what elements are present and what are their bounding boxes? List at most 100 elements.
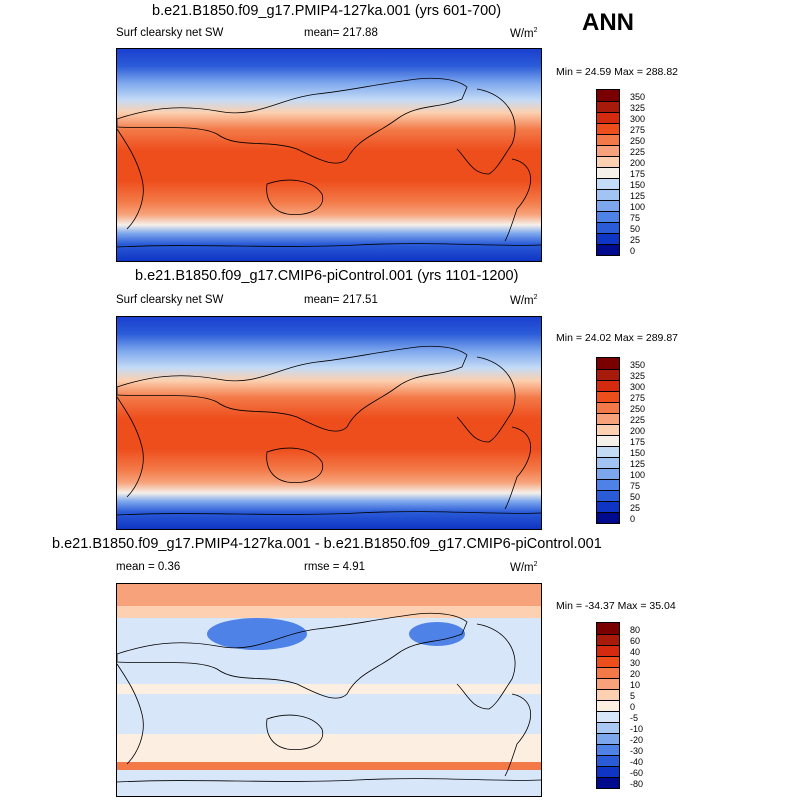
panel-1-title: b.e21.B1850.f09_g17.PMIP4-127ka.001 (yrs… bbox=[152, 3, 502, 19]
panel-3-colorbar-label: 80 bbox=[630, 625, 641, 635]
panel-3-colorbar-label: -5 bbox=[630, 713, 639, 723]
panel-2-colorbar-swatch bbox=[597, 369, 619, 380]
panel-3-title: b.e21.B1850.f09_g17.PMIP4-127ka.001 - b.… bbox=[52, 536, 602, 552]
panel-1-colorbar-swatch bbox=[597, 156, 619, 167]
panel-1-colorbar-label: 150 bbox=[630, 180, 646, 190]
panel-3-colorbar-label: 20 bbox=[630, 669, 641, 679]
panel-1-colorbar-swatch bbox=[597, 145, 619, 156]
panel-1-colorbar-swatch bbox=[597, 101, 619, 112]
panel-1-coast-australia bbox=[266, 179, 324, 216]
panel-3-minmax: Min = -34.37 Max = 35.04 bbox=[556, 600, 676, 612]
panel-2-colorbar-label: 200 bbox=[630, 426, 646, 436]
panel-3-america-anomaly bbox=[409, 622, 465, 646]
panel-2-colorbar-swatch bbox=[597, 479, 619, 490]
panel-2-colorbar-label: 275 bbox=[630, 393, 646, 403]
panel-2-coast-australia bbox=[266, 447, 324, 484]
panel-1-colorbar-swatch bbox=[597, 244, 619, 255]
panel-3-colorbar-swatches bbox=[596, 622, 620, 789]
panel-2-colorbar-label: 175 bbox=[630, 437, 646, 447]
panel-3-colorbar-swatch bbox=[597, 755, 619, 766]
panel-2-variable-label: Surf clearsky net SW bbox=[116, 294, 224, 306]
panel-1-colorbar-swatch bbox=[597, 189, 619, 200]
panel-3-colorbar-swatch bbox=[597, 656, 619, 667]
panel-3-colorbar-swatch bbox=[597, 634, 619, 645]
panel-2-coast-asia bbox=[117, 345, 468, 432]
panel-1-colorbar-swatch bbox=[597, 211, 619, 222]
panel-2-map-svg bbox=[117, 317, 541, 529]
panel-3-arctic-band bbox=[117, 584, 541, 606]
panel-1-map bbox=[116, 48, 542, 262]
panel-3-colorbar-swatch bbox=[597, 689, 619, 700]
panel-1-colorbar-label: 250 bbox=[630, 136, 646, 146]
panel-3-colorbar-label: -80 bbox=[630, 779, 644, 789]
panel-3-colorbar-swatch bbox=[597, 645, 619, 656]
panel-3-colorbar-label: 5 bbox=[630, 691, 636, 701]
panel-1-colorbar-swatches bbox=[596, 89, 620, 256]
panel-2-colorbar-label: 250 bbox=[630, 404, 646, 414]
panel-2-title: b.e21.B1850.f09_g17.CMIP6-piControl.001 … bbox=[135, 268, 519, 284]
panel-1-colorbar-label: 300 bbox=[630, 114, 646, 124]
panel-1-colorbar-label: 200 bbox=[630, 158, 646, 168]
panel-2-mean-label: mean= 217.51 bbox=[304, 294, 378, 306]
panel-1-colorbar-label: 350 bbox=[630, 92, 646, 102]
panel-3-mean-label: mean = 0.36 bbox=[116, 561, 181, 573]
panel-2-colorbar-label: 225 bbox=[630, 415, 646, 425]
panel-2-colorbar-swatch bbox=[597, 501, 619, 512]
panel-2-colorbar-swatch bbox=[597, 446, 619, 457]
panel-1-colorbar-swatch bbox=[597, 123, 619, 134]
panel-3-colorbar-label: -30 bbox=[630, 746, 644, 756]
panel-3-map-svg bbox=[117, 584, 541, 796]
panel-2-colorbar-swatches bbox=[596, 357, 620, 524]
panel-3-colorbar-swatch bbox=[597, 722, 619, 733]
panel-3-colorbar: 80 60 40 30 20 10 5 0 -5 -10 -20 -30 -40 -60 -80 bbox=[596, 622, 643, 789]
panel-3-colorbar-label: 60 bbox=[630, 636, 641, 646]
panel-2-colorbar-label: 0 bbox=[630, 514, 636, 524]
panel-2-units: W/m2 bbox=[510, 294, 538, 307]
panel-2-colorbar: 350 325 300 275 250 225 200 175 150 125 100 75 50 25 0 bbox=[596, 357, 645, 524]
panel-3-colorbar-swatch bbox=[597, 733, 619, 744]
panel-1-colorbar-label: 100 bbox=[630, 202, 646, 212]
panel-3-coast-asia bbox=[117, 612, 468, 699]
panel-2-colorbar-label: 50 bbox=[630, 492, 641, 502]
panel-3-colorbar-swatch bbox=[597, 700, 619, 711]
panel-1-field bbox=[117, 49, 541, 261]
panel-3-coast-africa bbox=[117, 663, 144, 765]
panel-2-colorbar-label: 100 bbox=[630, 470, 646, 480]
panel-2-colorbar-label: 125 bbox=[630, 459, 646, 469]
panel-1-coast-asia bbox=[117, 77, 468, 164]
panel-3-rmse-label: rmse = 4.91 bbox=[304, 561, 366, 573]
panel-1-colorbar-swatch bbox=[597, 222, 619, 233]
panel-2-coast-antarctica bbox=[117, 511, 541, 516]
panel-2-colorbar-label: 325 bbox=[630, 371, 646, 381]
panel-1-colorbar-swatch bbox=[597, 167, 619, 178]
panel-3-coast-australia bbox=[266, 714, 324, 751]
panel-1-colorbar-label: 225 bbox=[630, 147, 646, 157]
panel-3-asia-anomaly bbox=[207, 618, 307, 650]
panel-1-colorbar: 350 325 300 275 250 225 200 175 150 125 100 75 50 25 0 bbox=[596, 89, 645, 256]
panel-2-minmax: Min = 24.02 Max = 289.87 bbox=[556, 332, 678, 344]
panel-1-colorbar-swatch bbox=[597, 233, 619, 244]
panel-2-colorbar-swatch bbox=[597, 413, 619, 424]
panel-3-colorbar-swatch bbox=[597, 678, 619, 689]
panel-2-colorbar-swatch bbox=[597, 358, 619, 369]
panel-2-colorbar-swatch bbox=[597, 512, 619, 523]
panel-1-colorbar-label: 175 bbox=[630, 169, 646, 179]
panel-3-colorbar-swatch bbox=[597, 711, 619, 722]
panel-1-colorbar-label: 0 bbox=[630, 246, 636, 256]
panel-2-colorbar-swatch bbox=[597, 457, 619, 468]
panel-2-colorbar-label: 150 bbox=[630, 448, 646, 458]
panel-2-coast-africa bbox=[117, 396, 144, 498]
panel-2-colorbar-swatch bbox=[597, 402, 619, 413]
panel-2-map bbox=[116, 316, 542, 530]
panel-3-colorbar-label: 10 bbox=[630, 680, 641, 690]
panel-2-colorbar-swatch bbox=[597, 391, 619, 402]
panel-1-variable-label: Surf clearsky net SW bbox=[116, 27, 224, 39]
panel-3-colorbar-swatch bbox=[597, 744, 619, 755]
panel-2-colorbar-swatch bbox=[597, 490, 619, 501]
panel-3-colorbar-label: 0 bbox=[630, 702, 636, 712]
panel-1-colorbar-label: 25 bbox=[630, 235, 641, 245]
panel-3-colorbar-label: 30 bbox=[630, 658, 641, 668]
panel-1-coast-africa bbox=[117, 128, 144, 230]
panel-3-colorbar-label: -60 bbox=[630, 768, 644, 778]
panel-1-colorbar-swatch bbox=[597, 90, 619, 101]
